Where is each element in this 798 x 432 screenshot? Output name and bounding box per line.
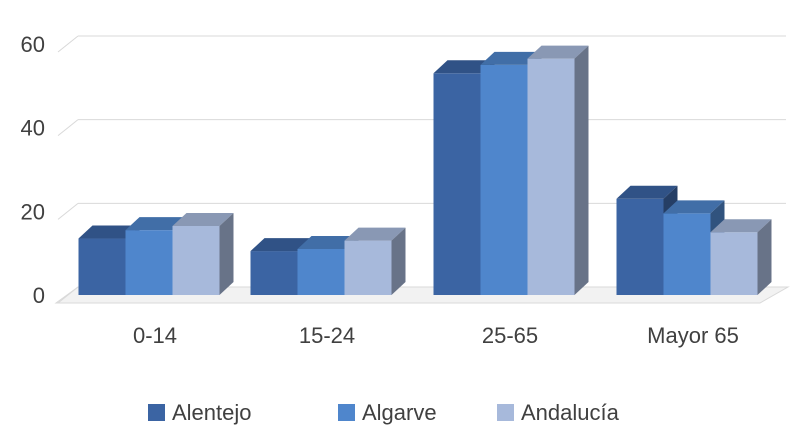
bar-front — [527, 58, 575, 296]
legend-entry: Alentejo — [148, 400, 252, 425]
bar-front — [480, 64, 528, 296]
gridline-depth — [57, 119, 79, 137]
bar — [710, 219, 772, 295]
x-tick-label: 25-65 — [482, 323, 538, 348]
bar-top — [616, 185, 678, 199]
x-tick-label: 15-24 — [299, 323, 355, 348]
bar — [663, 200, 725, 295]
gridline-depth — [57, 202, 79, 220]
legend-swatch — [338, 404, 355, 421]
bar-front — [297, 248, 345, 295]
legend-label: Algarve — [362, 400, 437, 425]
legend: Alentejo Algarve Andalucía — [148, 400, 620, 425]
bar-top — [480, 51, 542, 65]
gridline-depth — [57, 35, 79, 53]
bar-front — [433, 73, 481, 296]
bar-top — [527, 45, 589, 59]
bar-front — [710, 232, 758, 295]
bar-front — [172, 225, 220, 295]
bar-top — [344, 227, 406, 241]
bar-top — [250, 238, 312, 252]
y-tick-label: 0 — [33, 283, 45, 308]
x-tick-label: Mayor 65 — [647, 323, 739, 348]
x-axis-ticks: 0-14 15-24 25-65 Mayor 65 — [133, 323, 739, 348]
bar-side — [574, 45, 589, 296]
bar-front — [125, 230, 173, 295]
bar-front — [250, 251, 298, 295]
y-tick-label: 20 — [21, 199, 45, 224]
bar — [344, 227, 406, 295]
bar-top — [663, 200, 725, 214]
y-tick-label: 60 — [21, 32, 45, 57]
bar — [172, 212, 234, 295]
bar-side — [219, 212, 234, 295]
bar-front — [344, 240, 392, 295]
bars — [78, 45, 772, 296]
x-tick-label: 0-14 — [133, 323, 177, 348]
legend-label: Alentejo — [172, 400, 252, 425]
legend-swatch — [497, 404, 514, 421]
y-axis-ticks: 0 20 40 60 — [21, 32, 45, 308]
legend-entry: Algarve — [338, 400, 437, 425]
bar-side — [757, 219, 772, 295]
legend-label: Andalucía — [521, 400, 620, 425]
bar-top — [297, 235, 359, 249]
bar — [527, 45, 589, 296]
bar-top — [172, 212, 234, 226]
bar-top — [78, 225, 140, 239]
y-tick-label: 40 — [21, 116, 45, 141]
bar-front — [663, 213, 711, 295]
bar-side — [391, 227, 406, 295]
bar-top — [433, 60, 495, 74]
legend-swatch — [148, 404, 165, 421]
bar-top — [710, 219, 772, 233]
bar-front — [78, 238, 126, 295]
bar-top — [125, 217, 187, 231]
gridline-depth — [57, 286, 79, 304]
bar-front — [616, 198, 664, 295]
legend-entry: Andalucía — [497, 400, 620, 425]
